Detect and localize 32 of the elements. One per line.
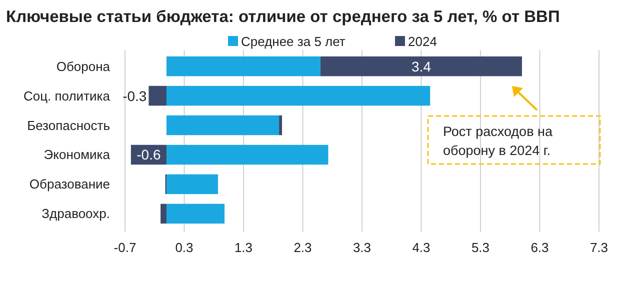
annotation: Рост расходов на оборону в 2024 г. (443, 124, 553, 158)
y-tick-label: Соц. политика (23, 88, 111, 104)
legend-label: Среднее за 5 лет (241, 34, 346, 49)
y-tick-label: Безопасность (27, 118, 110, 133)
x-tick-label: 3.3 (352, 240, 372, 255)
y-tick-label: Здравоохр. (42, 206, 110, 222)
data-label: 3.4 (412, 58, 432, 74)
data-label: -0.6 (136, 146, 161, 163)
bar (166, 56, 321, 76)
x-tick-label: 1.3 (234, 240, 253, 255)
x-tick-label: 0.3 (175, 240, 194, 255)
x-tick-label: -0.7 (114, 240, 136, 255)
x-tick-label: 2.3 (294, 240, 312, 255)
bar (166, 86, 430, 106)
x-tick-label: 5.3 (471, 240, 490, 255)
chart-title: Ключевые статьи бюджета: отличие от среднего за 5 лет, % от ВВП (6, 8, 560, 26)
bar (320, 56, 522, 76)
x-tick-label: 7.3 (590, 240, 608, 255)
data-label: -0.3 (122, 88, 147, 104)
bar (166, 144, 328, 165)
y-tick-label: Экономика (44, 147, 111, 162)
x-tick-label: 6.3 (530, 240, 549, 255)
bar (160, 204, 166, 224)
y-tick-label: Оборона (56, 58, 111, 74)
bar (166, 174, 218, 194)
legend-label: 2024 (408, 34, 437, 49)
bar (279, 115, 282, 136)
x-tick-label: 4.3 (412, 240, 430, 255)
bar (166, 115, 280, 136)
bar (148, 86, 166, 106)
bar (166, 204, 225, 224)
y-tick-label: Образование (29, 176, 110, 192)
